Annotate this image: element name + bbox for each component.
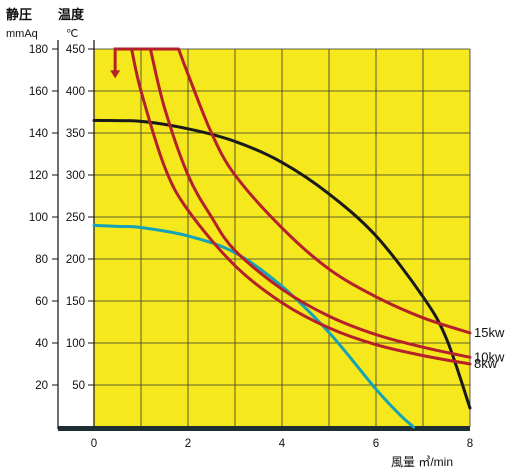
y-right-tick-label: 400: [66, 86, 85, 98]
y-left-tick-label: 140: [29, 128, 48, 140]
y-right-tick-label: 300: [66, 170, 85, 182]
series-label: 10kw: [474, 349, 505, 364]
series-4: 8kw: [130, 47, 498, 371]
series-1: [92, 223, 416, 429]
y-right-tick-label: 450: [66, 44, 85, 56]
y-right-tick-label: 50: [72, 380, 85, 392]
y-left-tick-label: 20: [35, 380, 48, 392]
x-tick-label: 4: [279, 438, 286, 450]
series-2: 15kw: [177, 47, 505, 340]
axes: 2040608010012014016018050100150200250300…: [29, 40, 473, 450]
y-right-tick-label: 350: [66, 128, 85, 140]
series-label: 15kw: [474, 325, 505, 340]
y-left-tick-label: 100: [29, 212, 48, 224]
y-left-tick-label: 80: [35, 254, 48, 266]
y-right-tick-label: 150: [66, 296, 85, 308]
y-right-tick-label: 100: [66, 338, 85, 350]
bracket-line: [113, 47, 179, 73]
x-tick-label: 0: [91, 438, 97, 450]
heater-bracket-arrow: [110, 47, 179, 79]
y-left-tick-label: 60: [35, 296, 48, 308]
annotations: [110, 47, 179, 79]
x-tick-label: 6: [373, 438, 379, 450]
series-line: [130, 47, 472, 366]
series-3: 10kw: [148, 47, 505, 364]
y-right-tick-label: 200: [66, 254, 85, 266]
series-0: [92, 118, 472, 410]
y-left-tick-label: 180: [29, 44, 48, 56]
x-tick-label: 8: [467, 438, 473, 450]
series-line: [92, 118, 472, 410]
x-tick-label: 2: [185, 438, 191, 450]
series-line: [177, 47, 472, 335]
y-left-title: 静圧: [6, 7, 32, 22]
y-right-unit: ℃: [66, 28, 78, 40]
x-axis-title: 風量 ㎥/min: [391, 455, 453, 469]
series-label: 8kw: [474, 356, 498, 371]
arrow-head: [110, 70, 121, 79]
y-left-tick-label: 120: [29, 170, 48, 182]
y-left-unit: mmAq: [6, 28, 38, 40]
y-right-title: 温度: [58, 7, 85, 22]
y-right-tick-label: 250: [66, 212, 85, 224]
series-line: [92, 223, 416, 429]
y-left-tick-label: 40: [35, 338, 48, 350]
series-line: [148, 47, 472, 359]
y-left-tick-label: 160: [29, 86, 48, 98]
x-axis-baseline: [58, 426, 470, 431]
